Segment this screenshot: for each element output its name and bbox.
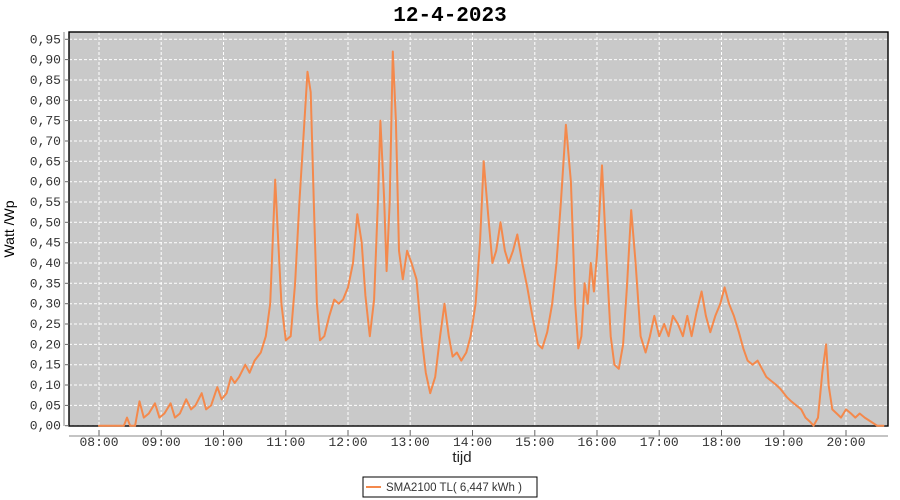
svg-text:0,55: 0,55: [30, 195, 61, 210]
svg-text:SMA2100 TL( 6,447 kWh ): SMA2100 TL( 6,447 kWh ): [386, 482, 522, 494]
svg-text:0,25: 0,25: [30, 317, 61, 332]
svg-text:17:00: 17:00: [640, 435, 679, 450]
svg-text:0,10: 0,10: [30, 378, 61, 393]
svg-text:09:00: 09:00: [142, 435, 181, 450]
svg-text:0,65: 0,65: [30, 154, 61, 169]
svg-text:Watt /Wp: Watt /Wp: [1, 200, 17, 257]
svg-text:0,60: 0,60: [30, 175, 61, 190]
svg-text:0,15: 0,15: [30, 358, 61, 373]
svg-text:14:00: 14:00: [453, 435, 492, 450]
svg-text:0,50: 0,50: [30, 215, 61, 230]
svg-text:19:00: 19:00: [764, 435, 803, 450]
svg-text:0,75: 0,75: [30, 114, 61, 129]
svg-text:0,05: 0,05: [30, 398, 61, 413]
svg-text:16:00: 16:00: [577, 435, 616, 450]
svg-text:0,45: 0,45: [30, 236, 61, 251]
svg-text:0,80: 0,80: [30, 93, 61, 108]
svg-text:08:00: 08:00: [79, 435, 118, 450]
svg-text:10:00: 10:00: [204, 435, 243, 450]
svg-text:12:00: 12:00: [328, 435, 367, 450]
svg-text:0,20: 0,20: [30, 337, 61, 352]
svg-text:0,30: 0,30: [30, 297, 61, 312]
svg-text:0,35: 0,35: [30, 276, 61, 291]
svg-text:0,90: 0,90: [30, 53, 61, 68]
svg-text:15:00: 15:00: [515, 435, 554, 450]
svg-text:12-4-2023: 12-4-2023: [393, 5, 506, 28]
svg-text:18:00: 18:00: [702, 435, 741, 450]
svg-text:0,40: 0,40: [30, 256, 61, 271]
svg-text:tijd: tijd: [452, 449, 471, 466]
svg-text:13:00: 13:00: [391, 435, 430, 450]
svg-text:0,85: 0,85: [30, 73, 61, 88]
svg-text:0,00: 0,00: [30, 419, 61, 434]
svg-text:11:00: 11:00: [266, 435, 305, 450]
svg-text:0,95: 0,95: [30, 32, 61, 47]
svg-text:0,70: 0,70: [30, 134, 61, 149]
svg-text:20:00: 20:00: [826, 435, 865, 450]
